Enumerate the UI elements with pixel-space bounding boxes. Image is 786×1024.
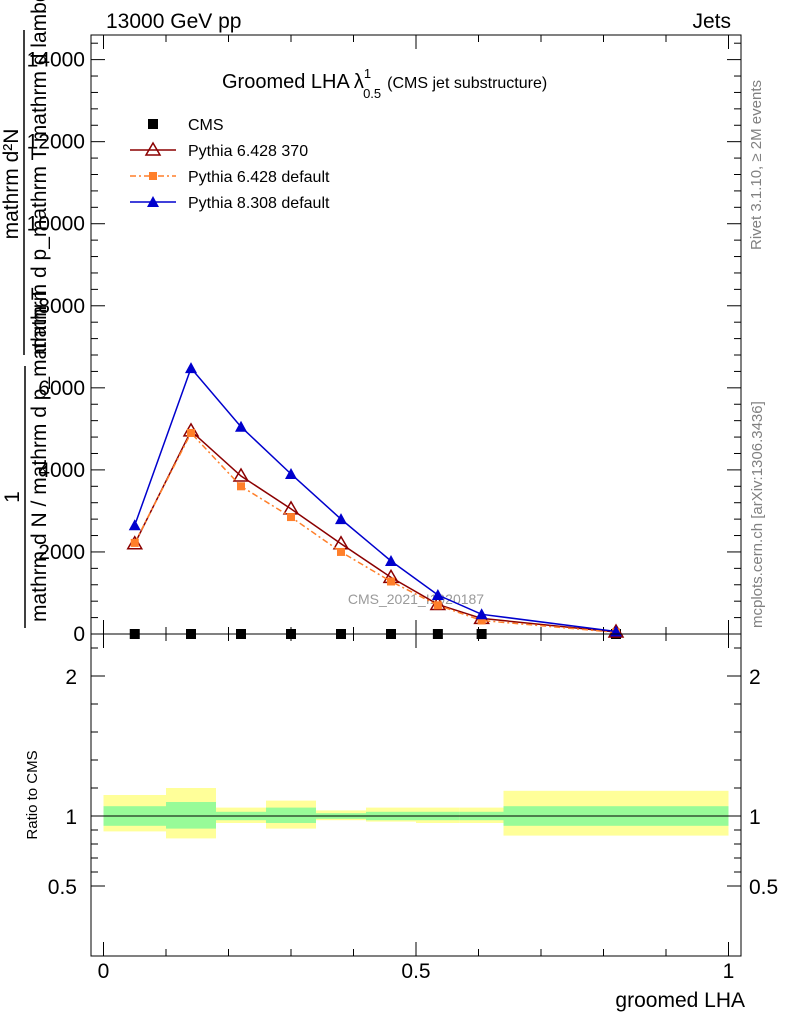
data-point xyxy=(287,513,295,522)
header-energy-label: 13000 GeV pp xyxy=(106,10,241,33)
legend-item: Pythia 6.428 default xyxy=(130,169,330,186)
main-ytick-label: 6000 xyxy=(38,377,85,400)
plot-title-sup: 1 xyxy=(364,66,371,81)
legend-label: CMS xyxy=(188,117,224,134)
legend-item: Pythia 6.428 370 xyxy=(130,141,308,160)
ratio-xtick-label: 0 xyxy=(98,960,110,983)
main-ytick-label: 4000 xyxy=(38,459,85,482)
ylabel-numerator: mathrm d²N xyxy=(0,129,23,240)
data-point xyxy=(148,119,158,129)
ratio-ytick-label: 1 xyxy=(65,806,77,829)
data-point xyxy=(185,362,197,374)
header-jets-label: Jets xyxy=(692,10,731,33)
plot-title-main: Groomed LHA xyxy=(222,71,350,93)
data-point xyxy=(337,547,345,556)
ratio-ytick-label-right: 2 xyxy=(749,666,761,689)
data-point xyxy=(232,467,250,482)
plot-title-sub: 0.5 xyxy=(363,86,381,101)
data-point xyxy=(130,538,139,547)
data-point xyxy=(237,482,245,491)
series-3 xyxy=(128,362,622,637)
mcplots-reference-label: mcplots.cern.ch [arXiv:1306.3436] xyxy=(749,401,766,628)
legend-label: Pythia 6.428 default xyxy=(188,169,330,186)
main-ylabel: 1 mathrm d N / mathrm d p_mathrm T mathr… xyxy=(0,0,51,628)
data-point xyxy=(285,467,297,479)
ylabel-denominator: mathrm d p_mathrm T mathrm d lambda xyxy=(28,0,51,355)
data-point xyxy=(387,577,395,586)
data-point xyxy=(187,428,195,437)
data-point xyxy=(433,601,442,610)
data-point xyxy=(235,420,247,432)
ratio-ytick-label-right: 0.5 xyxy=(749,876,778,899)
data-point xyxy=(385,554,397,566)
data-point xyxy=(144,141,162,156)
main-ytick-label: 8000 xyxy=(38,295,85,318)
ylabel-prefix: 1 xyxy=(1,491,24,503)
data-point xyxy=(477,616,486,625)
ratio-ytick-label: 0.5 xyxy=(48,876,77,899)
rivet-version-label: Rivet 3.1.10, ≥ 2M events xyxy=(748,80,765,250)
ratio-band-stat xyxy=(266,807,316,823)
legend-item: CMS xyxy=(148,117,224,134)
data-point xyxy=(475,608,488,620)
data-point xyxy=(431,589,444,601)
legend: CMS Pythia 6.428 370 Pythia 6.428 default P… xyxy=(130,117,330,212)
series-line xyxy=(134,431,617,634)
ratio-band-stat xyxy=(166,802,216,829)
ratio-xtick-label: 0.5 xyxy=(401,960,430,983)
ratio-ylabel: Ratio to CMS xyxy=(24,750,41,839)
ratio-ytick-label-right: 1 xyxy=(749,806,761,829)
ratio-plot-panel: 0.5 0.5 1 1 2 2 0 0.5 1 xyxy=(48,633,778,983)
plot-title-symbol: λ xyxy=(354,71,364,93)
legend-label: Pythia 6.428 370 xyxy=(188,143,308,160)
ylabel-prefix-denominator: mathrm d N / mathrm d p_mathrm T xyxy=(28,287,51,622)
data-point xyxy=(147,196,159,207)
data-point xyxy=(335,513,347,525)
legend-label: Pythia 8.308 default xyxy=(188,195,330,212)
main-ytick-label: 2000 xyxy=(38,541,85,564)
analysis-watermark: CMS_2021_I1920187 xyxy=(348,591,484,607)
plot-title: Groomed LHA λ1 0.5 (CMS jet substructure) xyxy=(222,66,547,101)
ratio-ytick-label: 2 xyxy=(65,666,77,689)
main-ytick-label: 10000 xyxy=(27,213,85,236)
main-ytick-label: 0 xyxy=(73,623,85,646)
data-point xyxy=(128,519,141,531)
data-point xyxy=(149,172,157,180)
main-ytick-label: 14000 xyxy=(27,49,85,72)
legend-item: Pythia 8.308 default xyxy=(130,195,330,212)
xaxis-label: groomed LHA xyxy=(615,989,745,1012)
ratio-xtick-label: 1 xyxy=(723,960,735,983)
plot-title-suffix: (CMS jet substructure) xyxy=(387,75,547,92)
series-line xyxy=(134,429,617,633)
main-ytick-label: 12000 xyxy=(27,131,85,154)
main-plot-panel: 0 2000 4000 6000 8000 10000 12000 14000 Groomed… xyxy=(27,34,742,646)
